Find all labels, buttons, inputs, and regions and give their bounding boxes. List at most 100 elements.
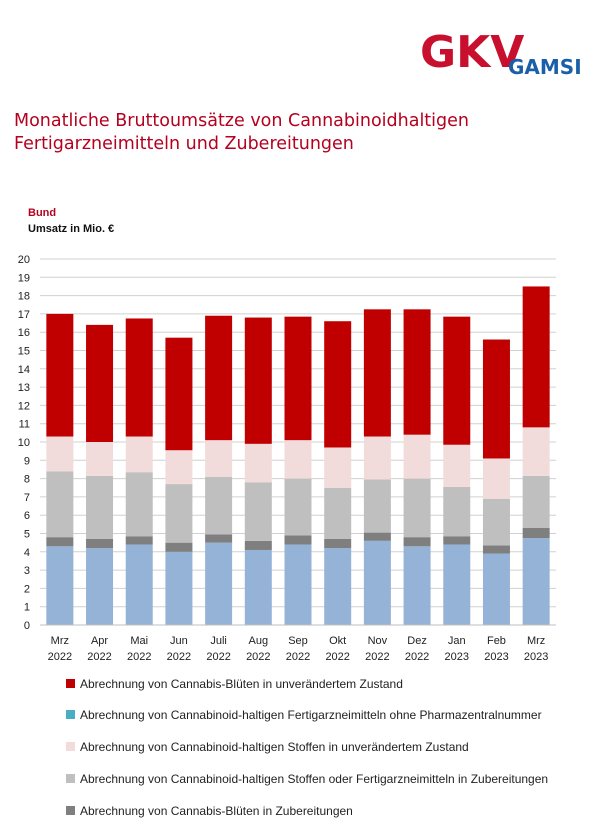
y-tick-label: 15 bbox=[18, 346, 30, 358]
bar-segment bbox=[86, 538, 114, 549]
bar-segment bbox=[165, 484, 193, 543]
stacked-bar-chart: 01234567891011121314151617181920Mrz2022A… bbox=[18, 254, 556, 663]
x-tick-label-month: Apr bbox=[91, 635, 108, 647]
bar-segment bbox=[324, 548, 352, 625]
y-tick-label: 1 bbox=[24, 602, 30, 614]
bar-segment bbox=[284, 316, 312, 441]
y-tick-label: 17 bbox=[18, 309, 30, 321]
x-tick-label-year: 2022 bbox=[127, 651, 151, 663]
bar-segment bbox=[244, 482, 272, 541]
bar-segment bbox=[244, 549, 272, 625]
bar-segment bbox=[46, 313, 74, 437]
legend-item-fertigarzneimittel-ohne-pzn: Abrechnung von Cannabinoid-haltigen Fert… bbox=[66, 707, 586, 724]
bar-segment bbox=[165, 337, 193, 451]
bar-segment bbox=[244, 317, 272, 444]
x-tick-label-month: Jan bbox=[448, 635, 466, 647]
y-tick-label: 9 bbox=[24, 455, 30, 467]
legend-swatch bbox=[66, 679, 75, 688]
legend-label: Abrechnung von Cannabinoid-haltigen Stof… bbox=[80, 772, 549, 786]
bar-segment bbox=[482, 458, 510, 499]
x-tick-label-year: 2022 bbox=[286, 651, 310, 663]
bar-segment bbox=[205, 534, 233, 543]
bar-segment bbox=[482, 545, 510, 554]
bar-segment bbox=[363, 479, 391, 533]
x-tick-label-month: Aug bbox=[249, 635, 269, 647]
bar-segment bbox=[205, 440, 233, 477]
bar-segment bbox=[363, 540, 391, 625]
legend-item-stoffe-unverandert: Abrechnung von Cannabinoid-haltigen Stof… bbox=[66, 739, 586, 756]
logo-text: GAMSI bbox=[508, 55, 582, 79]
legend-label: Abrechnung von Cannabis-Blüten in Zubere… bbox=[80, 804, 353, 818]
bar-segment bbox=[125, 544, 153, 625]
bar-segment bbox=[403, 309, 431, 435]
bar-segment bbox=[403, 434, 431, 479]
legend-label: Abrechnung von Cannabis-Blüten in unverä… bbox=[80, 677, 403, 691]
bar-segment bbox=[46, 471, 74, 538]
legend-item-bluten-zubereitungen: Abrechnung von Cannabis-Blüten in Zubere… bbox=[66, 803, 586, 820]
bar-segment bbox=[522, 538, 550, 625]
unit-label: Umsatz in Mio. € bbox=[28, 223, 115, 235]
bar-segment bbox=[165, 551, 193, 625]
x-tick-label-month: Mrz bbox=[527, 635, 545, 647]
bar-segment bbox=[403, 546, 431, 625]
bar-segment bbox=[125, 436, 153, 473]
bar-segment bbox=[46, 546, 74, 625]
y-tick-label: 16 bbox=[18, 327, 30, 339]
y-tick-label: 10 bbox=[18, 437, 30, 449]
x-tick-label-year: 2022 bbox=[206, 651, 230, 663]
bar-segment bbox=[284, 535, 312, 545]
gkv-gamsi-logo: GKV GAMSI bbox=[420, 27, 582, 79]
bar-segment bbox=[403, 478, 431, 538]
bar-segment bbox=[324, 447, 352, 488]
bar-segment bbox=[205, 542, 233, 625]
y-tick-label: 2 bbox=[24, 583, 30, 595]
x-tick-label-month: Dez bbox=[407, 635, 427, 647]
legend-swatch bbox=[66, 742, 75, 751]
x-tick-label-year: 2022 bbox=[405, 651, 429, 663]
legend-swatch bbox=[66, 774, 75, 783]
y-tick-label: 7 bbox=[24, 492, 30, 504]
bar-segment bbox=[324, 321, 352, 448]
x-tick-label-year: 2023 bbox=[484, 651, 508, 663]
bar-segment bbox=[363, 532, 391, 541]
legend-item-bluten-unverandert: Abrechnung von Cannabis-Blüten in unverä… bbox=[66, 676, 586, 693]
legend-swatch bbox=[66, 710, 75, 719]
bar-segment bbox=[363, 436, 391, 480]
bar-segment bbox=[46, 537, 74, 547]
x-tick-label-month: Mai bbox=[130, 635, 148, 647]
bar-segment bbox=[86, 324, 114, 442]
bar-segment bbox=[244, 443, 272, 483]
x-tick-label-year: 2023 bbox=[524, 651, 548, 663]
x-tick-label-year: 2022 bbox=[87, 651, 111, 663]
legend-label: Abrechnung von Cannabinoid-haltigen Stof… bbox=[80, 740, 469, 754]
bar-segment bbox=[86, 475, 114, 539]
bar-segment bbox=[284, 544, 312, 625]
bar-segment bbox=[443, 544, 471, 625]
y-tick-label: 19 bbox=[18, 272, 30, 284]
bar-segment bbox=[443, 316, 471, 445]
bar-segment bbox=[125, 536, 153, 545]
bar-segment bbox=[165, 542, 193, 552]
x-tick-label-month: Nov bbox=[368, 635, 388, 647]
x-tick-label-month: Sep bbox=[288, 635, 308, 647]
bar-segment bbox=[443, 536, 471, 545]
chart-title: Monatliche Bruttoumsätze von Cannabinoid… bbox=[14, 111, 469, 154]
bar-segment bbox=[363, 309, 391, 437]
y-tick-label: 14 bbox=[18, 364, 30, 376]
bar-segment bbox=[482, 339, 510, 459]
bar-segment bbox=[205, 476, 233, 535]
bar-segment bbox=[205, 315, 233, 441]
bar-segment bbox=[522, 427, 550, 476]
bar-segment bbox=[125, 472, 153, 537]
bar-segment bbox=[244, 540, 272, 550]
y-tick-label: 11 bbox=[19, 419, 30, 431]
bar-segment bbox=[324, 538, 352, 549]
x-tick-label-year: 2022 bbox=[325, 651, 349, 663]
y-tick-label: 12 bbox=[18, 400, 30, 412]
bar-segment bbox=[443, 486, 471, 537]
bar-segment bbox=[443, 444, 471, 487]
x-tick-label-month: Juli bbox=[210, 635, 227, 647]
chart-subtitle: Bund bbox=[28, 207, 57, 219]
bar-segment bbox=[482, 553, 510, 625]
y-tick-label: 18 bbox=[18, 291, 30, 303]
